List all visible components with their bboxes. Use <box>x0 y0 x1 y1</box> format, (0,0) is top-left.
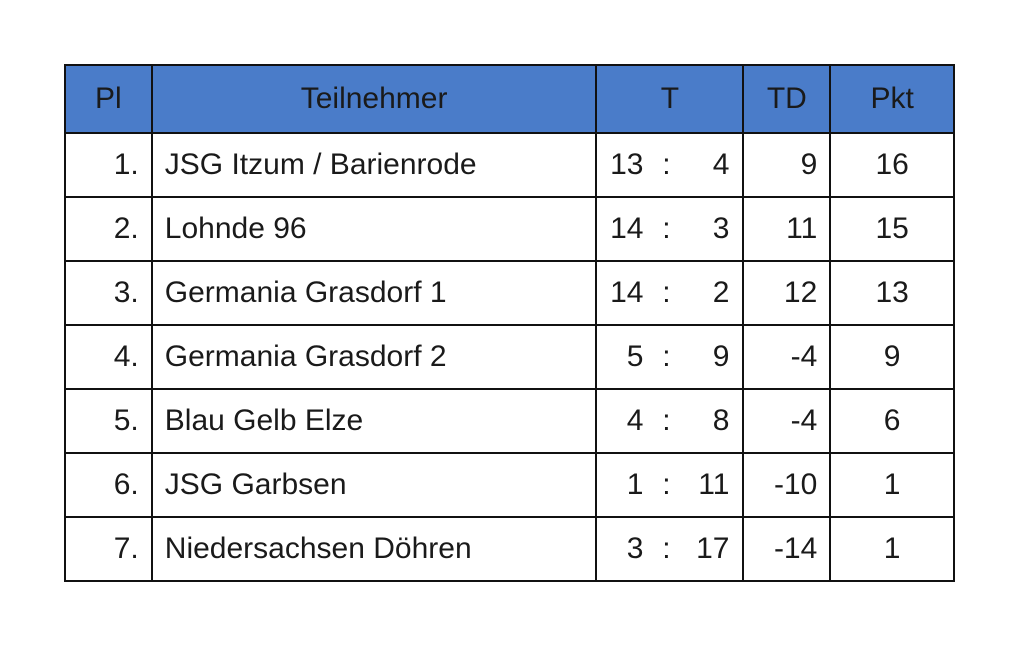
goals-against: 11 <box>698 468 730 501</box>
points-cell: 1 <box>829 516 955 582</box>
goals-for: 14 <box>610 212 644 245</box>
team-name-cell: JSG Garbsen <box>150 452 598 518</box>
header-t: T <box>595 64 745 134</box>
points-cell: 6 <box>829 388 955 454</box>
goal-difference-cell: -4 <box>742 388 832 454</box>
goals-for: 14 <box>610 276 644 309</box>
place-cell: 3. <box>64 260 153 326</box>
goals-separator: : <box>662 148 671 181</box>
goals-cell: 4: 8 <box>595 388 745 454</box>
team-name-cell: Lohnde 96 <box>150 196 598 262</box>
goals-separator: : <box>662 532 671 565</box>
goals-separator: : <box>662 468 671 501</box>
goals-cell: 14: 3 <box>595 196 745 262</box>
points-cell: 1 <box>829 452 955 518</box>
goals-against: 4 <box>712 148 730 181</box>
goals-for: 3 <box>626 532 644 565</box>
goals-for: 4 <box>626 404 644 437</box>
points-cell: 16 <box>829 132 955 198</box>
place-cell: 6. <box>64 452 153 518</box>
header-pkt: Pkt <box>829 64 955 134</box>
table-row: 7. Niedersachsen Döhren 3:17 -14 1 <box>64 516 955 582</box>
goals-for: 5 <box>626 340 644 373</box>
goals-cell: 1:11 <box>595 452 745 518</box>
goals-against: 8 <box>712 404 730 437</box>
place-cell: 5. <box>64 388 153 454</box>
goals-cell: 14: 2 <box>595 260 745 326</box>
standings-table: Pl Teilnehmer T TD Pkt 1. JSG Itzum / Ba… <box>64 64 955 582</box>
goals-cell: 5: 9 <box>595 324 745 390</box>
place-cell: 1. <box>64 132 153 198</box>
place-cell: 2. <box>64 196 153 262</box>
table-row: 2. Lohnde 96 14: 3 11 15 <box>64 196 955 262</box>
header-pl: Pl <box>64 64 153 134</box>
goal-difference-cell: 11 <box>742 196 832 262</box>
goals-cell: 13: 4 <box>595 132 745 198</box>
team-name-cell: Blau Gelb Elze <box>150 388 598 454</box>
table-row: 4. Germania Grasdorf 2 5: 9 -4 9 <box>64 324 955 390</box>
team-name-cell: Germania Grasdorf 2 <box>150 324 598 390</box>
goals-cell: 3:17 <box>595 516 745 582</box>
table-row: 1. JSG Itzum / Barienrode 13: 4 9 16 <box>64 132 955 198</box>
goals-separator: : <box>662 404 671 437</box>
goals-separator: : <box>662 212 671 245</box>
goal-difference-cell: 12 <box>742 260 832 326</box>
header-row: Pl Teilnehmer T TD Pkt <box>64 64 955 134</box>
table-row: 5. Blau Gelb Elze 4: 8 -4 6 <box>64 388 955 454</box>
goals-against: 2 <box>712 276 730 309</box>
goals-against: 9 <box>712 340 730 373</box>
header-teilnehmer: Teilnehmer <box>150 64 598 134</box>
team-name-cell: Niedersachsen Döhren <box>150 516 598 582</box>
table-row: 6. JSG Garbsen 1:11 -10 1 <box>64 452 955 518</box>
points-cell: 13 <box>829 260 955 326</box>
goals-against: 3 <box>712 212 730 245</box>
goals-for: 1 <box>626 468 644 501</box>
place-cell: 4. <box>64 324 153 390</box>
goals-against: 17 <box>696 532 730 565</box>
goals-separator: : <box>662 340 671 373</box>
goal-difference-cell: 9 <box>742 132 832 198</box>
table-row: 3. Germania Grasdorf 1 14: 2 12 13 <box>64 260 955 326</box>
goal-difference-cell: -14 <box>742 516 832 582</box>
team-name-cell: JSG Itzum / Barienrode <box>150 132 598 198</box>
team-name-cell: Germania Grasdorf 1 <box>150 260 598 326</box>
header-td: TD <box>742 64 832 134</box>
goals-separator: : <box>662 276 671 309</box>
points-cell: 9 <box>829 324 955 390</box>
goals-for: 13 <box>610 148 644 181</box>
points-cell: 15 <box>829 196 955 262</box>
goal-difference-cell: -10 <box>742 452 832 518</box>
place-cell: 7. <box>64 516 153 582</box>
goal-difference-cell: -4 <box>742 324 832 390</box>
